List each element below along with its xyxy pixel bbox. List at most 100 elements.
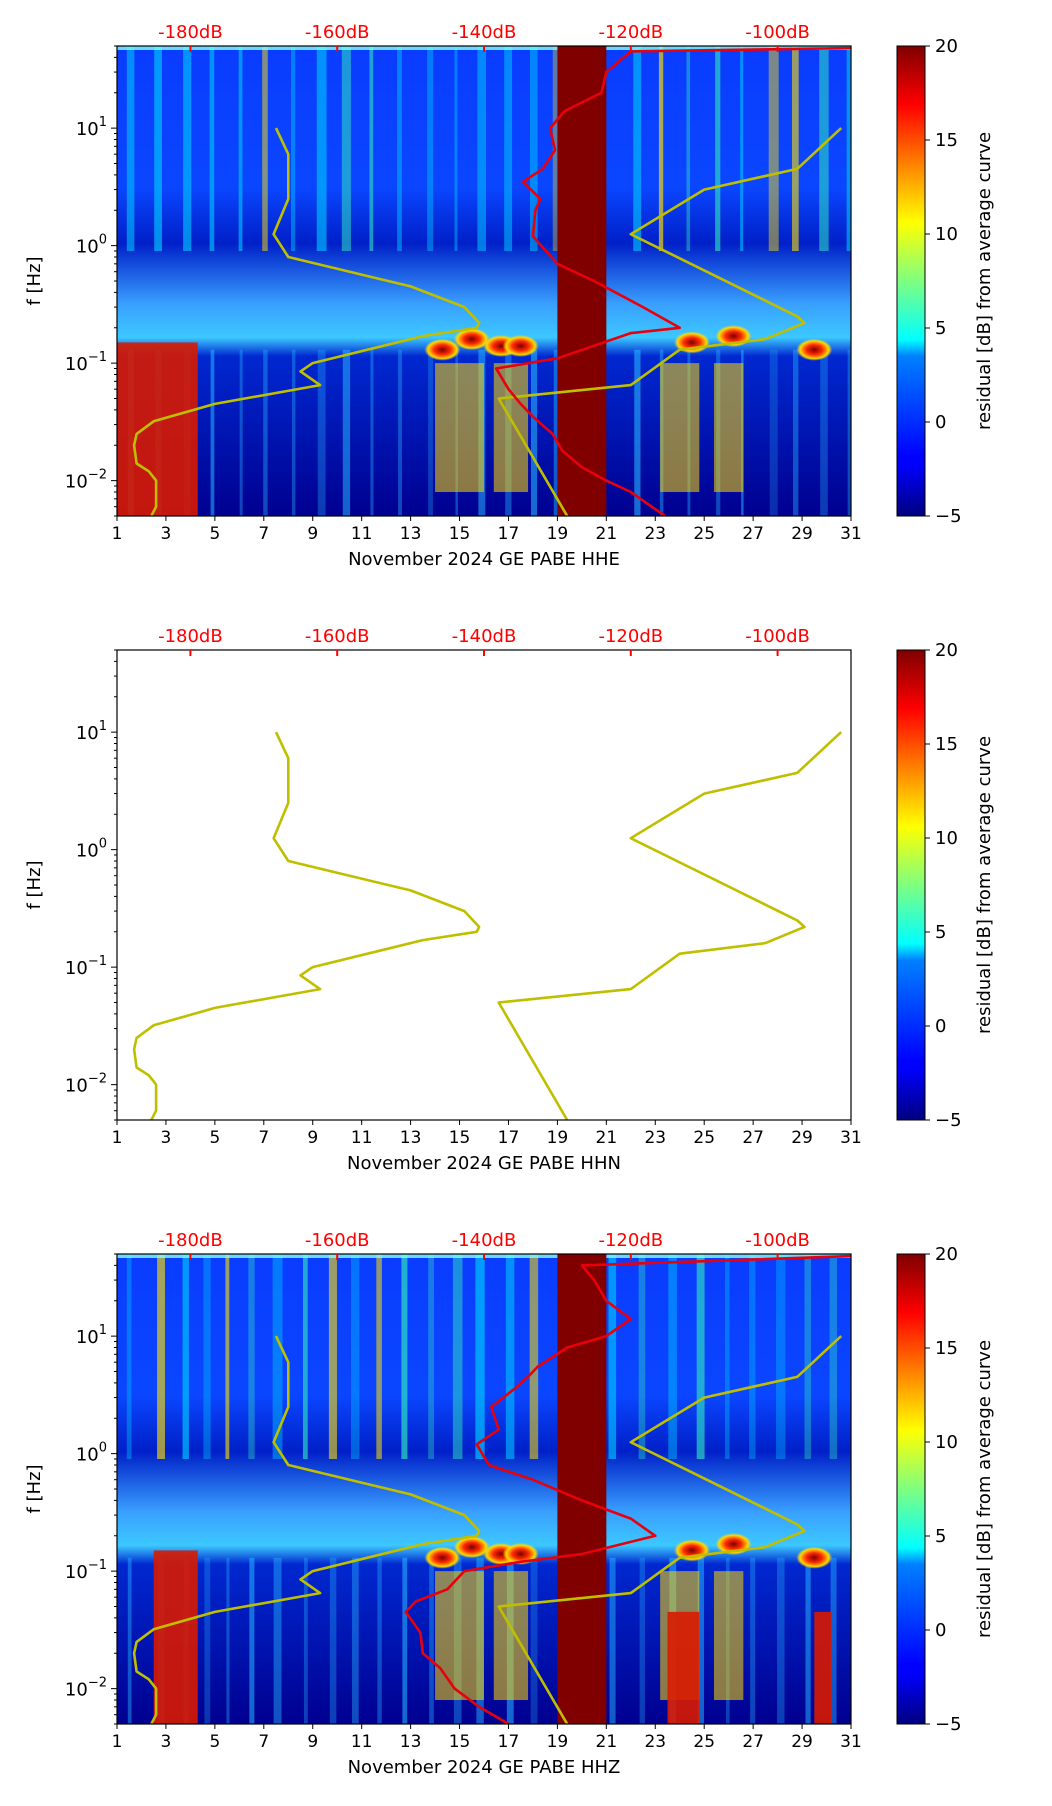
spectrogram-streak	[529, 1254, 539, 1460]
series-line-residual-curve	[404, 1254, 851, 1724]
top-axis-label: -140dB	[452, 626, 517, 647]
spectrogram-streak	[263, 349, 268, 516]
microseism-hot-spot	[424, 338, 461, 361]
spectrogram-streak	[292, 349, 296, 516]
spectrogram-streak	[793, 349, 799, 516]
top-axis-label: -160dB	[305, 626, 370, 647]
series-line-nlnm	[132, 127, 481, 516]
colorbar-gradient	[896, 1253, 926, 1725]
spectrogram-streak	[210, 349, 215, 516]
x-tick-label: 23	[644, 524, 666, 544]
spectrogram-streak	[658, 46, 664, 252]
series-line-nlnm	[132, 1335, 481, 1724]
colorbar-tick-label: 15	[935, 130, 958, 151]
x-tick-label: 17	[498, 524, 520, 544]
y-tick-label: 100	[76, 233, 107, 258]
y-tick-label: 100	[76, 1441, 107, 1466]
spectrogram-streak	[634, 349, 641, 516]
spectrogram-streak	[668, 1254, 677, 1460]
x-tick-label: 19	[547, 1732, 569, 1752]
spectrogram-streak	[428, 349, 433, 516]
colorbar-tick-label: 5	[935, 1526, 946, 1547]
y-tick-label: 101	[76, 719, 107, 744]
spectrogram-streak	[127, 1557, 132, 1724]
x-tick-label: 29	[791, 524, 813, 544]
spectrogram-streak	[341, 46, 351, 252]
spectrogram-burst	[493, 363, 529, 493]
spectrogram-burst	[713, 363, 744, 493]
x-tick-label: 31	[840, 1732, 862, 1752]
spectrogram-streak	[154, 46, 162, 252]
spectrogram-streak	[428, 1254, 435, 1460]
spectrogram-streak	[369, 46, 374, 252]
top-axis-label: -120dB	[598, 626, 663, 647]
spectrogram-streak	[830, 1557, 837, 1724]
series-line-nhnm	[497, 1335, 843, 1724]
x-tick-label: 9	[307, 1128, 318, 1148]
spectrogram-streak	[182, 1254, 189, 1460]
y-tick-label: 10−2	[65, 1676, 107, 1701]
top-axis-label: -120dB	[598, 1230, 663, 1251]
colorbar-tick-label: 15	[935, 1338, 958, 1359]
spectrogram-streak	[847, 349, 851, 516]
spectrogram-streak	[819, 46, 829, 252]
top-axis-label: -100dB	[745, 22, 810, 43]
saturated-band	[814, 1611, 832, 1724]
colorbar-tick-label: −5	[935, 506, 962, 527]
spectrogram-streak	[429, 1557, 434, 1724]
spectrogram-streak	[777, 1557, 785, 1724]
spectrogram-streak	[352, 1557, 359, 1724]
y-tick-label: 100	[76, 837, 107, 862]
spectrogram-streak	[792, 46, 799, 252]
plot-area	[117, 46, 851, 516]
x-tick-label: 17	[498, 1128, 520, 1148]
x-tick-label: 21	[596, 524, 618, 544]
x-tick-label: 27	[742, 1128, 764, 1148]
spectrogram-streak	[342, 349, 351, 516]
spectrogram-streak	[316, 46, 327, 252]
spectrogram-streak	[477, 46, 487, 252]
colorbar-tick-label: 20	[935, 1244, 958, 1265]
spectrogram-streak	[209, 46, 215, 252]
x-tick-label: 23	[644, 1732, 666, 1752]
x-tick-label: 1	[112, 1128, 123, 1148]
y-tick-label: 101	[76, 1323, 107, 1348]
spectrogram-streak	[427, 46, 434, 252]
axes-frame	[116, 649, 852, 1121]
spectrogram-burst	[435, 363, 484, 493]
spectrogram-streak	[272, 1254, 283, 1460]
spectrogram-streak	[820, 349, 828, 516]
x-tick-label: 7	[258, 1732, 269, 1752]
saturated-band	[153, 1550, 198, 1724]
x-tick-label: 17	[498, 1732, 520, 1752]
y-axis-label: f [Hz]	[24, 860, 45, 909]
colorbar-tick-label: 20	[935, 640, 958, 661]
spectrogram-streak	[608, 1254, 617, 1460]
spectrogram-streak	[776, 1254, 786, 1460]
top-axis-label: -100dB	[745, 1230, 810, 1251]
top-axis-label: -180dB	[158, 22, 223, 43]
spectrogram-streak	[768, 46, 779, 252]
plot-area	[117, 1254, 851, 1724]
spectrogram-streak	[846, 46, 851, 252]
x-tick-label: 31	[840, 524, 862, 544]
microseism-hot-spot	[502, 334, 539, 357]
spectrogram-streak	[724, 1254, 730, 1460]
colorbar-label: residual [dB] from average curve	[974, 1340, 995, 1638]
y-tick-label: 10−2	[65, 468, 107, 493]
spectrogram-streak	[351, 1254, 360, 1460]
spectrogram-streak	[530, 1557, 538, 1724]
spectrogram-streak	[696, 1254, 705, 1460]
microseism-hot-spot	[453, 328, 490, 351]
series-line-nlnm	[132, 731, 481, 1120]
series-line-residual-curve	[494, 46, 851, 516]
spectrogram-streak	[552, 46, 560, 252]
x-axis-label: November 2024 GE PABE HHZ	[348, 1757, 621, 1778]
spectrogram-streak	[633, 46, 642, 252]
series-line-nhnm	[497, 127, 843, 516]
spectrogram-streak	[804, 1254, 811, 1460]
top-axis-label: -140dB	[452, 22, 517, 43]
